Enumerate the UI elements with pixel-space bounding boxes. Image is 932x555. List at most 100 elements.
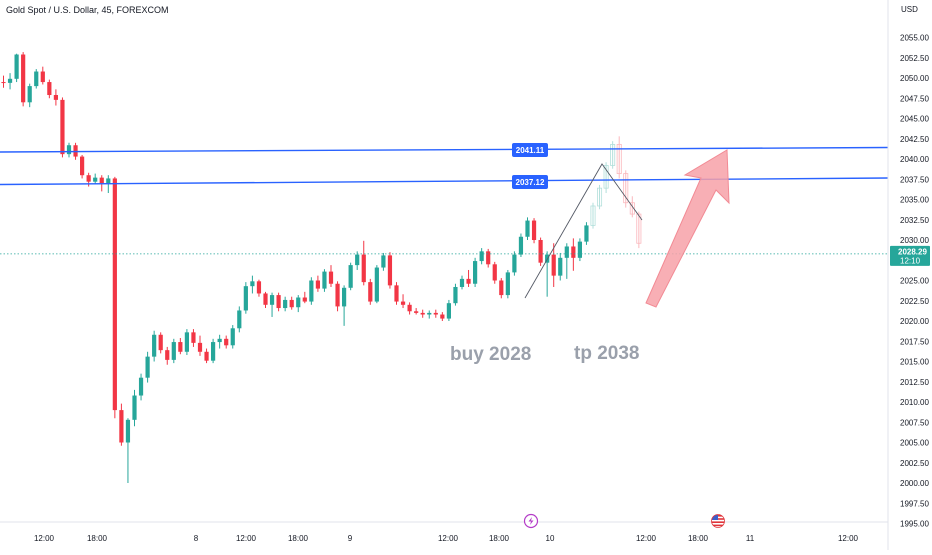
candle <box>138 373 144 401</box>
candle <box>564 243 569 279</box>
candle-body <box>60 99 65 155</box>
candle <box>145 351 150 383</box>
candle <box>184 329 189 356</box>
candle <box>204 348 209 364</box>
time-tick-label: 12:00 <box>438 534 459 543</box>
candle-body <box>47 82 52 96</box>
lightning-bolt-icon[interactable] <box>523 513 539 529</box>
candle <box>584 222 589 245</box>
candle <box>636 211 642 249</box>
symbol-title[interactable]: Gold Spot / U.S. Dollar, 45, FOREXCOM <box>6 5 169 15</box>
time-axis[interactable]: 12:00 18:00 8 12:00 18:00 9 12:00 18:00 10 12:00 1… <box>34 534 859 543</box>
candle <box>335 281 340 312</box>
time-tick-label: 18:00 <box>288 534 309 543</box>
candle-body <box>512 254 517 273</box>
candle-body <box>106 178 111 184</box>
candle-body <box>191 332 196 343</box>
candle <box>53 89 58 106</box>
price-tick-label: 2015.00 <box>900 358 929 367</box>
candle <box>191 329 196 347</box>
candle <box>66 142 72 158</box>
candle <box>551 243 556 287</box>
level-label-text: 2041.11 <box>516 146 545 155</box>
candle-body <box>243 286 248 311</box>
candle <box>348 262 353 291</box>
candle <box>453 283 458 306</box>
candle <box>479 248 484 265</box>
candle <box>414 308 419 315</box>
candle-body <box>145 356 150 378</box>
candle <box>322 269 327 292</box>
candle-body <box>355 254 360 266</box>
candle-body <box>93 177 98 182</box>
time-tick-label: 12:00 <box>838 534 859 543</box>
candle-body <box>27 86 32 103</box>
candle <box>400 294 406 309</box>
candle-body <box>165 350 170 360</box>
price-tick-label: 2010.00 <box>900 398 929 407</box>
candle-body <box>125 419 131 443</box>
candle <box>132 389 137 427</box>
candle-body <box>381 255 386 268</box>
candle-body <box>230 328 235 346</box>
time-tick-label: 18:00 <box>87 534 108 543</box>
candle-body <box>577 241 582 258</box>
candle-body <box>636 213 642 244</box>
candle-body <box>283 299 288 309</box>
candle-body <box>420 312 425 315</box>
candle <box>505 269 510 299</box>
price-tick-label: 2040.00 <box>900 155 929 164</box>
candle-body <box>80 156 85 176</box>
candle-body <box>263 293 268 305</box>
candle <box>34 69 39 89</box>
candle <box>597 184 603 210</box>
candle <box>420 309 425 318</box>
candle-body <box>394 285 399 302</box>
candle <box>466 269 471 287</box>
candle-body <box>348 265 353 288</box>
currency-label[interactable]: USD <box>901 5 918 14</box>
target-arrow <box>645 149 730 308</box>
candle <box>237 306 242 333</box>
us-flag-icon[interactable] <box>711 514 725 528</box>
candle-body <box>473 261 478 284</box>
candle <box>197 335 203 356</box>
candle-body <box>138 377 144 396</box>
candle-body <box>505 272 510 296</box>
candle-body <box>296 297 301 308</box>
candle <box>276 292 281 312</box>
candle-body <box>197 342 203 352</box>
price-tick-label: 1995.00 <box>900 520 929 529</box>
candle-body <box>466 278 471 284</box>
price-tick-label: 2012.50 <box>900 378 929 387</box>
price-tick-label: 1997.50 <box>900 499 929 508</box>
candle <box>112 176 117 419</box>
price-tick-label: 2025.00 <box>900 277 929 286</box>
candle <box>230 325 235 349</box>
candle <box>381 252 386 271</box>
price-tick-label: 2032.50 <box>900 216 929 225</box>
candle-body <box>590 205 596 226</box>
candle <box>459 275 465 290</box>
candle-body <box>132 395 137 420</box>
candle <box>119 403 124 446</box>
time-tick-label: 8 <box>194 534 199 543</box>
candle-body <box>309 280 314 302</box>
time-tick-label: 12:00 <box>636 534 657 543</box>
candle <box>40 66 45 85</box>
candle-body <box>571 246 576 258</box>
time-tick-label: 9 <box>348 534 353 543</box>
candle <box>374 265 379 304</box>
candle <box>224 335 229 349</box>
candle <box>433 309 438 318</box>
time-tick-label: 12:00 <box>236 534 257 543</box>
price-axis[interactable]: 1995.00 1997.50 2000.00 2002.50 2005.00 2007.… <box>890 34 930 529</box>
candle-body <box>289 299 294 308</box>
candle-body <box>374 267 379 302</box>
candle-body <box>400 301 406 305</box>
candle <box>558 252 563 281</box>
candle-body <box>158 334 163 351</box>
level-label-text: 2037.12 <box>516 178 545 187</box>
